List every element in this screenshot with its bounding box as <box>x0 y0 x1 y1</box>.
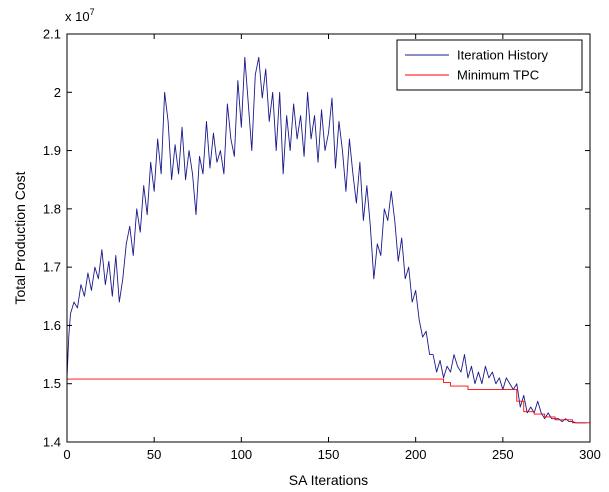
x-axis-label: SA Iterations <box>289 472 368 488</box>
y-exponent-label: x 107 <box>65 7 95 24</box>
y-tick-label: 1.9 <box>43 143 61 158</box>
axes-layer: 0 50 100 150 200 250 300 1.4 1.5 1.6 1.7 1.8 1.9 2 2.1 <box>43 27 601 463</box>
x-tick-label: 0 <box>63 447 70 462</box>
legend-entry-minimum-tpc: Minimum TPC <box>457 68 539 83</box>
series-line-minimum-tpc <box>67 378 590 424</box>
y-axis-label: Total Production Cost <box>12 171 28 304</box>
plot-area <box>67 34 590 442</box>
x-tick-label: 300 <box>579 447 601 462</box>
x-tick-label: 250 <box>492 447 514 462</box>
y-tick-label: 1.6 <box>43 318 61 333</box>
x-tick-label: 100 <box>230 447 252 462</box>
y-exponent-base: x 10 <box>65 9 90 24</box>
y-tick-label: 1.8 <box>43 201 61 216</box>
series-layer <box>66 56 590 424</box>
y-tick-label: 1.4 <box>43 435 61 450</box>
legend: Iteration History Minimum TPC <box>396 39 583 91</box>
y-tick-label: 2 <box>54 85 61 100</box>
series-line-iteration-history <box>66 56 587 424</box>
x-tick-label: 150 <box>318 447 340 462</box>
legend-box <box>396 39 583 91</box>
y-tick-label: 1.7 <box>43 260 61 275</box>
plot-background <box>67 34 590 442</box>
legend-entry-iteration-history: Iteration History <box>457 48 549 63</box>
y-tick-label: 1.5 <box>43 376 61 391</box>
x-tick-label: 200 <box>405 447 427 462</box>
x-tick-label: 50 <box>147 447 161 462</box>
y-exponent-power: 7 <box>90 7 95 17</box>
y-tick-label: 2.1 <box>43 27 61 42</box>
